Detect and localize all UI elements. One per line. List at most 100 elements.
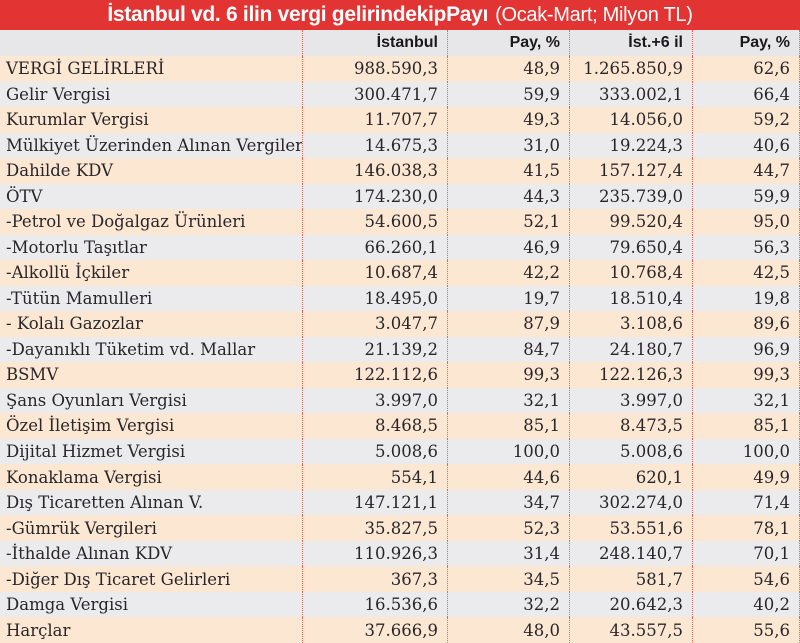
value-cell: 85,1 bbox=[693, 413, 800, 439]
value-cell: 32,2 bbox=[448, 591, 570, 618]
row-label: Özel İletişim Vergisi bbox=[0, 413, 303, 439]
row-label: Şans Oyunları Vergisi bbox=[0, 387, 303, 414]
value-cell: 66.260,1 bbox=[303, 234, 448, 261]
value-cell: 54,6 bbox=[693, 566, 800, 592]
value-cell: 122.126,3 bbox=[570, 362, 693, 388]
value-cell: 42,5 bbox=[693, 260, 800, 286]
data-row: ÖTV 174.230,0 44,3 235.739,0 59,9 bbox=[0, 183, 800, 210]
value-cell: 3.997,0 bbox=[303, 387, 448, 414]
value-cell: 302.274,0 bbox=[570, 489, 693, 516]
value-cell: 5.008,6 bbox=[570, 438, 693, 465]
value-cell: 21.139,2 bbox=[303, 336, 448, 363]
value-cell: 59,9 bbox=[448, 81, 570, 108]
data-row: Dahilde KDV 146.038,3 41,5 157.127,4 44,7 bbox=[0, 158, 800, 184]
value-cell: 18.495,0 bbox=[303, 285, 448, 312]
value-cell: 55,6 bbox=[693, 617, 800, 643]
row-label: Harçlar bbox=[0, 617, 303, 643]
value-cell: 248.140,7 bbox=[570, 540, 693, 567]
data-row: -Motorlu Taşıtlar 66.260,1 46,9 79.650,4 56,… bbox=[0, 234, 800, 261]
value-cell: 62,6 bbox=[693, 56, 800, 82]
value-cell: 10.768,4 bbox=[570, 260, 693, 286]
row-label: -Motorlu Taşıtlar bbox=[0, 234, 303, 261]
value-cell: 19.224,3 bbox=[570, 132, 693, 159]
value-cell: 14.675,3 bbox=[303, 132, 448, 159]
header-cell: İstanbul bbox=[303, 30, 448, 56]
value-cell: 19,8 bbox=[693, 285, 800, 312]
value-cell: 8.473,5 bbox=[570, 413, 693, 439]
value-cell: 53.551,6 bbox=[570, 515, 693, 541]
value-cell: 42,2 bbox=[448, 260, 570, 286]
value-cell: 24.180,7 bbox=[570, 336, 693, 363]
row-label: -İthalde Alınan KDV bbox=[0, 540, 303, 567]
value-cell: 59,2 bbox=[693, 107, 800, 133]
data-row: VERGİ GELİRLERİ 988.590,3 48,9 1.265.850,9 6… bbox=[0, 56, 800, 82]
row-label: Gelir Vergisi bbox=[0, 81, 303, 108]
row-label: BSMV bbox=[0, 362, 303, 388]
value-cell: 84,7 bbox=[448, 336, 570, 363]
data-row: -Alkollü İçkiler 10.687,4 42,2 10.768,4 42,5 bbox=[0, 260, 800, 286]
data-row: -Dayanıklı Tüketim vd. Mallar 21.139,2 84,… bbox=[0, 336, 800, 363]
value-cell: 146.038,3 bbox=[303, 158, 448, 184]
value-cell: 37.666,9 bbox=[303, 617, 448, 643]
data-row: Damga Vergisi 16.536,6 32,2 20.642,3 40,2 bbox=[0, 591, 800, 618]
data-row: -İthalde Alınan KDV 110.926,3 31,4 248.140,… bbox=[0, 540, 800, 567]
value-cell: 620,1 bbox=[570, 464, 693, 490]
value-cell: 35.827,5 bbox=[303, 515, 448, 541]
row-label: Konaklama Vergisi bbox=[0, 464, 303, 490]
value-cell: 56,3 bbox=[693, 234, 800, 261]
row-label: VERGİ GELİRLERİ bbox=[0, 56, 303, 82]
data-row: Harçlar 37.666,9 48,0 43.557,5 55,6 bbox=[0, 617, 800, 643]
value-cell: 48,0 bbox=[448, 617, 570, 643]
data-row: Kurumlar Vergisi 11.707,7 49,3 14.056,0 59,2 bbox=[0, 107, 800, 133]
value-cell: 49,3 bbox=[448, 107, 570, 133]
header-cell: Pay, % bbox=[448, 30, 570, 56]
value-cell: 95,0 bbox=[693, 209, 800, 235]
value-cell: 3.997,0 bbox=[570, 387, 693, 414]
value-cell: 44,7 bbox=[693, 158, 800, 184]
value-cell: 48,9 bbox=[448, 56, 570, 82]
row-label: Kurumlar Vergisi bbox=[0, 107, 303, 133]
row-label: -Gümrük Vergileri bbox=[0, 515, 303, 541]
table-subtitle: (Ocak-Mart; Milyon TL) bbox=[495, 3, 693, 26]
value-cell: 100,0 bbox=[448, 438, 570, 465]
row-label: -Petrol ve Doğalgaz Ürünleri bbox=[0, 209, 303, 235]
value-cell: 41,5 bbox=[448, 158, 570, 184]
value-cell: 235.739,0 bbox=[570, 183, 693, 210]
data-row: Dış Ticaretten Alınan V. 147.121,1 34,7 302… bbox=[0, 489, 800, 516]
value-cell: 78,1 bbox=[693, 515, 800, 541]
value-cell: 20.642,3 bbox=[570, 591, 693, 618]
row-label: ÖTV bbox=[0, 183, 303, 210]
row-label: Dahilde KDV bbox=[0, 158, 303, 184]
value-cell: 46,9 bbox=[448, 234, 570, 261]
value-cell: 11.707,7 bbox=[303, 107, 448, 133]
value-cell: 3.047,7 bbox=[303, 311, 448, 337]
value-cell: 32,1 bbox=[448, 387, 570, 414]
table-body: VERGİ GELİRLERİ 988.590,3 48,9 1.265.850,9 6… bbox=[0, 56, 800, 643]
value-cell: 66,4 bbox=[693, 81, 800, 108]
value-cell: 333.002,1 bbox=[570, 81, 693, 108]
data-row: Gelir Vergisi 300.471,7 59,9 333.002,1 66,4 bbox=[0, 81, 800, 108]
row-label: -Dayanıklı Tüketim vd. Mallar bbox=[0, 336, 303, 363]
value-cell: 85,1 bbox=[448, 413, 570, 439]
value-cell: 87,9 bbox=[448, 311, 570, 337]
value-cell: 79.650,4 bbox=[570, 234, 693, 261]
value-cell: 70,1 bbox=[693, 540, 800, 567]
row-label: Damga Vergisi bbox=[0, 591, 303, 618]
value-cell: 110.926,3 bbox=[303, 540, 448, 567]
data-row: Şans Oyunları Vergisi 3.997,0 32,1 3.997,0 3… bbox=[0, 387, 800, 414]
title-bar: İstanbul vd. 6 ilin vergi gelirindekipPa… bbox=[0, 0, 800, 30]
value-cell: 44,3 bbox=[448, 183, 570, 210]
value-cell: 52,1 bbox=[448, 209, 570, 235]
data-row: Konaklama Vergisi 554,1 44,6 620,1 49,9 bbox=[0, 464, 800, 490]
header-cell-label bbox=[0, 30, 303, 56]
value-cell: 32,1 bbox=[693, 387, 800, 414]
value-cell: 1.265.850,9 bbox=[570, 56, 693, 82]
value-cell: 367,3 bbox=[303, 566, 448, 592]
value-cell: 40,2 bbox=[693, 591, 800, 618]
value-cell: 52,3 bbox=[448, 515, 570, 541]
value-cell: 3.108,6 bbox=[570, 311, 693, 337]
value-cell: 43.557,5 bbox=[570, 617, 693, 643]
value-cell: 40,6 bbox=[693, 132, 800, 159]
row-label: -Diğer Dış Ticaret Gelirleri bbox=[0, 566, 303, 592]
header-row: İstanbul Pay, % İst.+6 il Pay, % bbox=[0, 30, 800, 56]
